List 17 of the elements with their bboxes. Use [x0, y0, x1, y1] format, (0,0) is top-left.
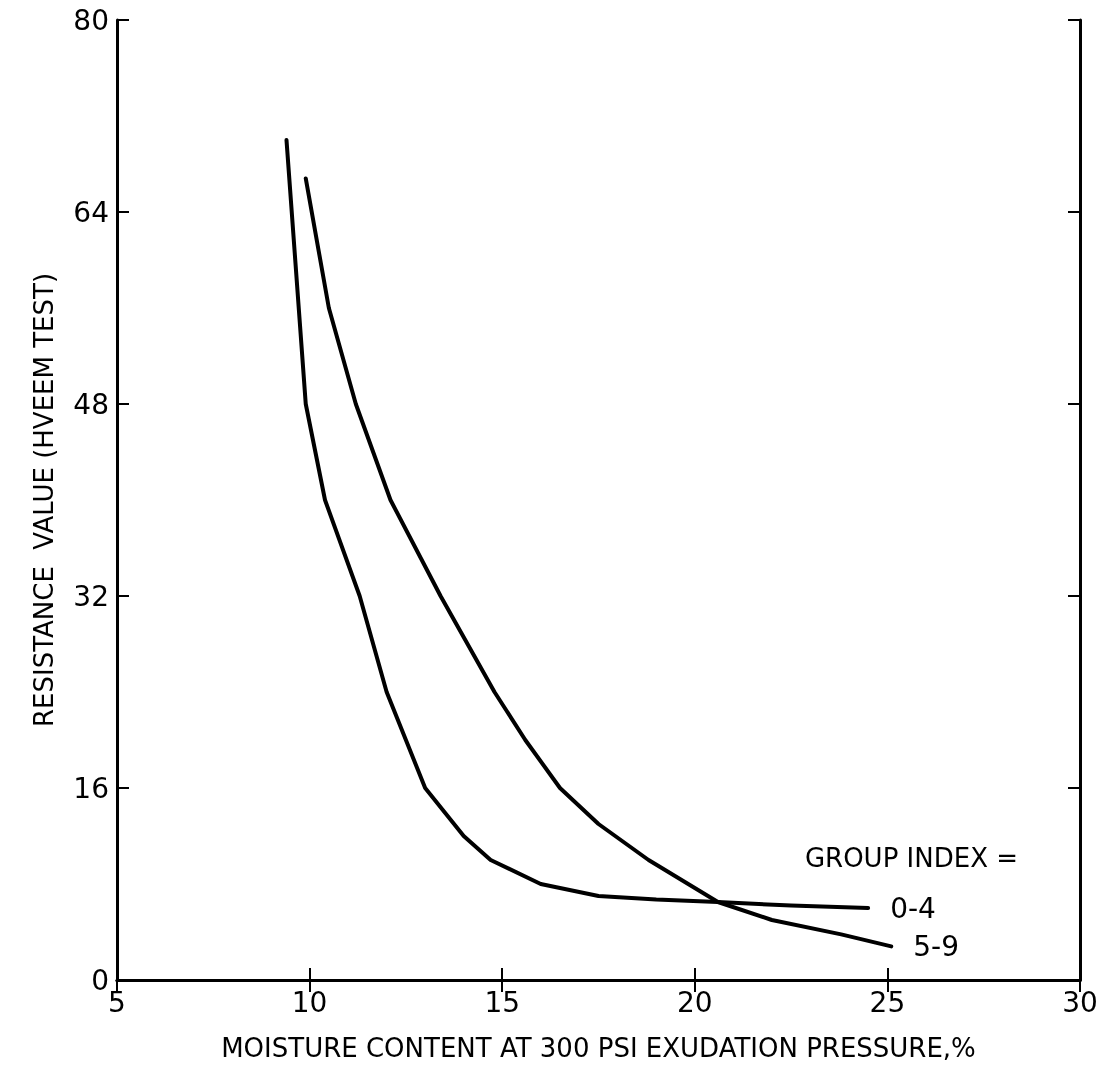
x-axis-title: MOISTURE CONTENT AT 300 PSI EXUDATION PRESSURE,% — [221, 1033, 976, 1063]
y-tick-label: 32 — [73, 579, 109, 613]
x-tick-label: 15 — [484, 985, 521, 1019]
x-tick-label: 25 — [869, 985, 906, 1019]
series-label: 5-9 — [913, 929, 959, 963]
y-tick-label: 16 — [73, 771, 109, 805]
x-tick-label: 20 — [676, 985, 713, 1019]
y-tick-label: 0 — [91, 963, 109, 997]
x-tick-label: 30 — [1062, 985, 1098, 1019]
y-tick-label: 48 — [73, 387, 109, 421]
series-label: 0-4 — [890, 891, 936, 925]
y-tick-label: 80 — [73, 3, 109, 37]
x-tick-label: 10 — [291, 985, 328, 1019]
x-tick-label: 5 — [108, 985, 126, 1019]
y-tick-label: 64 — [73, 195, 109, 229]
legend-title: GROUP INDEX = — [804, 843, 1018, 873]
y-axis-title: RESISTANCE VALUE (HVEEM TEST) — [29, 272, 59, 728]
